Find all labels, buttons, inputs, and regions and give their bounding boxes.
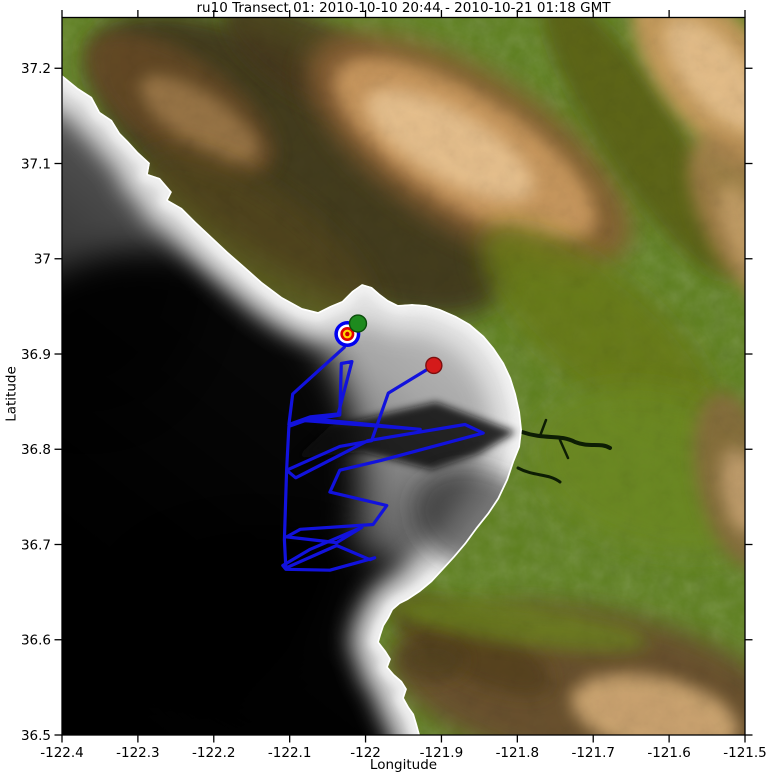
plot-border <box>61 16 746 736</box>
bullseye-ring <box>345 331 350 337</box>
x-tick-label: -122.4 <box>40 745 84 761</box>
x-tick-label: -122.2 <box>192 745 236 761</box>
x-axis-label: Longitude <box>369 757 438 773</box>
x-tick-label: -121.5 <box>723 745 767 761</box>
submarine-canyon <box>296 402 516 470</box>
track-layer <box>281 332 485 572</box>
x-tick-label: -121.8 <box>496 745 540 761</box>
y-tick-label: 36.7 <box>21 537 51 553</box>
end-marker <box>425 356 443 375</box>
markers-layer <box>334 314 443 375</box>
y-tick-label: 36.6 <box>21 633 51 649</box>
glider-track-path <box>281 332 485 572</box>
y-tick-label: 37.2 <box>21 61 51 77</box>
x-tick-label: -122.3 <box>116 745 160 761</box>
x-tick-label: -121.9 <box>420 745 464 761</box>
x-tick-label: -121.6 <box>647 745 691 761</box>
y-tick-label: 36.9 <box>21 347 51 363</box>
x-tick-label: -122 <box>350 745 381 761</box>
y-tick-label: 37 <box>34 252 51 268</box>
axes-layer: -122.4 -122.3 -122.2 -122.1 -122 -121.9 -121.8… <box>21 10 767 761</box>
y-tick-label: 36.8 <box>21 442 51 458</box>
start-marker <box>348 314 368 333</box>
y-tick-label: 37.1 <box>21 156 51 172</box>
chart-title: ru10 Transect 01: 2010-10-10 20:44 - 201… <box>196 0 611 16</box>
y-tick-label: 36.5 <box>21 728 51 744</box>
land-layer <box>62 17 745 735</box>
x-tick-label: -121.7 <box>571 745 615 761</box>
x-tick-label: -122.1 <box>268 745 312 761</box>
